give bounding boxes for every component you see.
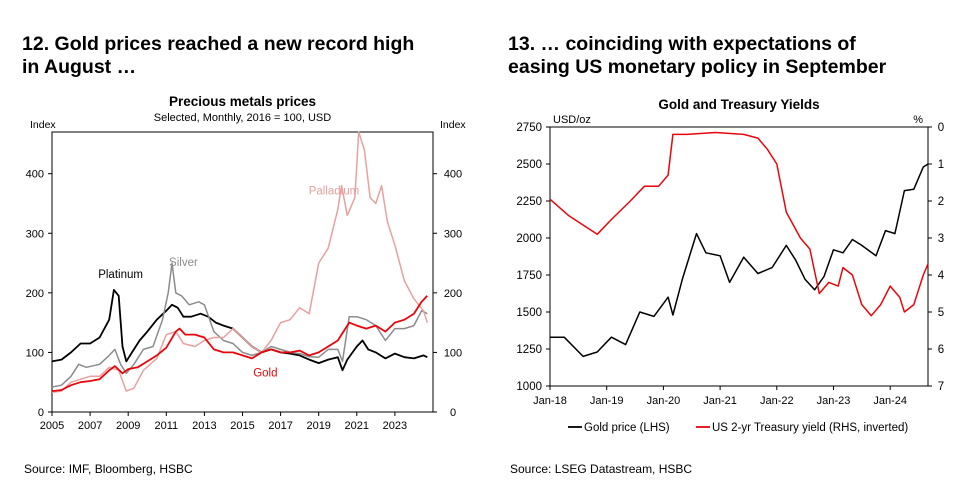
chart-subtitle: Selected, Monthly, 2016 = 100, USD — [154, 112, 331, 124]
y-axis-label-left: USD/oz — [553, 114, 591, 126]
series-annotation-silver: Silver — [169, 257, 198, 269]
left-heading-line1: 12. Gold prices reached a new record hig… — [22, 33, 415, 55]
y-tick-label-left: 400 — [26, 169, 44, 181]
y-tick-label-right: 100 — [444, 347, 462, 359]
legend-label-us-2-yr-treasury-yield-rhs-inverted: US 2-yr Treasury yield (RHS, inverted) — [712, 422, 908, 434]
x-tick-label: 2009 — [116, 420, 140, 432]
chart-title: Precious metals prices — [169, 94, 316, 109]
left-panel: 12. Gold prices reached a new record hig… — [22, 33, 472, 476]
y-tick-label-right: 1 — [938, 159, 944, 171]
series-line-gold — [51, 295, 428, 392]
y-tick-label-left: 300 — [26, 228, 44, 240]
y-tick-label-left: 200 — [26, 288, 44, 300]
x-tick-label: 2017 — [268, 420, 292, 432]
y-axis-label-right: Index — [440, 119, 466, 131]
x-tick-label: 2011 — [154, 420, 178, 432]
series-line-palladium — [51, 131, 429, 394]
x-tick-label: 2021 — [345, 420, 369, 432]
right-heading-line2: easing US monetary policy in September — [508, 56, 887, 78]
y-tick-label-left: 1250 — [516, 344, 542, 356]
series-line-gold-price-lhs — [550, 163, 929, 358]
x-tick-label: 2013 — [192, 420, 216, 432]
left-heading: 12. Gold prices reached a new record hig… — [22, 33, 472, 79]
x-tick-label: 2015 — [230, 420, 254, 432]
y-tick-label-left: 2250 — [516, 196, 542, 208]
series-line-silver — [51, 262, 428, 388]
y-tick-label-right: 3 — [938, 233, 944, 245]
chart-title: Gold and Treasury Yields — [658, 97, 819, 112]
y-tick-label-right: 200 — [444, 288, 462, 300]
right-panel: 13. … coinciding with expectations of ea… — [480, 0, 960, 493]
right-heading-line1: 13. … coinciding with expectations of — [508, 33, 856, 55]
series-annotation-palladium: Palladium — [309, 186, 360, 198]
y-tick-label-right: 7 — [938, 381, 944, 393]
x-tick-label: Jan-21 — [703, 395, 737, 407]
left-source: Source: IMF, Bloomberg, HSBC — [24, 462, 193, 476]
x-tick-label: 2005 — [40, 420, 64, 432]
left-heading-line2: in August … — [22, 56, 137, 78]
right-heading: 13. … coinciding with expectations of ea… — [508, 33, 948, 79]
y-tick-label-right: 0 — [450, 407, 456, 419]
x-tick-label: Jan-22 — [760, 395, 794, 407]
y-tick-label-right: 400 — [444, 169, 462, 181]
x-tick-label: Jan-24 — [873, 395, 907, 407]
y-tick-label-left: 2000 — [516, 233, 542, 245]
y-tick-label-left: 1000 — [516, 381, 542, 393]
y-tick-label-right: 5 — [938, 307, 944, 319]
y-axis-label-right: % — [913, 114, 923, 126]
y-tick-label-left: 1750 — [516, 270, 542, 282]
plot-area — [549, 126, 929, 387]
precious-metals-chart: Precious metals prices Selected, Monthly,… — [26, 94, 467, 432]
series-annotation-gold: Gold — [253, 367, 277, 379]
y-tick-label-left: 2750 — [516, 122, 542, 134]
x-tick-label: Jan-23 — [817, 395, 851, 407]
y-tick-label-left: 0 — [38, 407, 44, 419]
legend-label-gold-price-lhs: Gold price (LHS) — [584, 422, 670, 434]
x-tick-label: Jan-20 — [647, 395, 681, 407]
x-tick-label: 2023 — [383, 420, 407, 432]
x-tick-label: 2007 — [78, 420, 102, 432]
x-tick-label: 2019 — [306, 420, 330, 432]
y-tick-label-right: 4 — [938, 270, 945, 282]
series-annotation-platinum: Platinum — [98, 269, 143, 281]
y-tick-label-left: 2500 — [516, 159, 542, 171]
y-tick-label-left: 100 — [26, 347, 44, 359]
x-tick-label: Jan-18 — [533, 395, 567, 407]
y-tick-label-right: 2 — [938, 196, 944, 208]
right-source: Source: LSEG Datastream, HSBC — [510, 462, 693, 476]
y-tick-label-left: 1500 — [516, 307, 542, 319]
y-tick-label-right: 300 — [444, 228, 462, 240]
series-line-platinum — [51, 289, 428, 372]
x-tick-label: Jan-19 — [590, 395, 624, 407]
y-tick-label-right: 0 — [938, 122, 944, 134]
series-line-us-2-yr-treasury-yield-rhs-inverted — [549, 131, 929, 317]
y-tick-label-right: 6 — [938, 344, 944, 356]
y-axis-label-left: Index — [30, 119, 56, 131]
